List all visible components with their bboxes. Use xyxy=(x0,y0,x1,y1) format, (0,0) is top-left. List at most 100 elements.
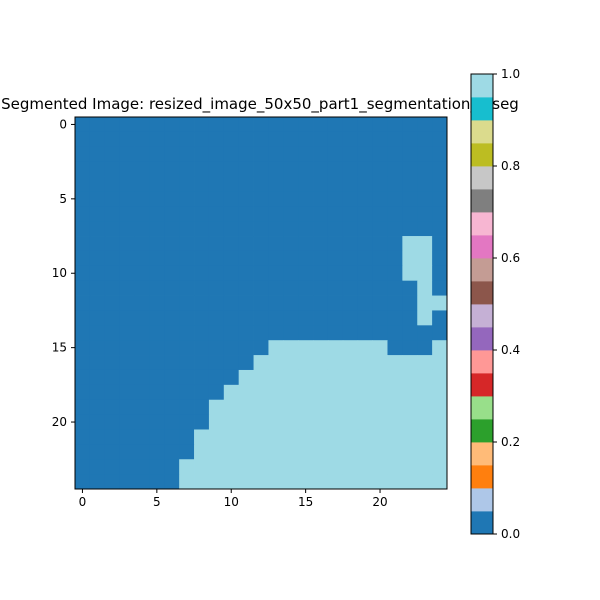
heatmap-cell xyxy=(104,280,121,296)
heatmap-cell xyxy=(134,369,150,386)
heatmap-cell xyxy=(283,280,299,296)
heatmap-cell xyxy=(313,280,329,296)
heatmap-cell xyxy=(283,369,299,386)
heatmap-cell xyxy=(208,444,225,460)
heatmap-cell xyxy=(104,176,121,192)
heatmap-cell xyxy=(298,221,314,237)
heatmap-cell xyxy=(283,206,299,222)
heatmap-cell xyxy=(387,161,403,177)
heatmap-cell xyxy=(89,429,106,445)
heatmap-cell xyxy=(268,191,284,207)
heatmap-cell xyxy=(208,384,225,401)
heatmap-cell xyxy=(387,355,403,371)
heatmap-cell xyxy=(89,340,106,356)
heatmap-cell xyxy=(179,295,195,311)
heatmap-cell xyxy=(253,325,269,341)
colorbar-segment xyxy=(471,166,493,190)
y-tick-label: 10 xyxy=(52,266,67,280)
heatmap-cell xyxy=(194,250,210,267)
heatmap-cell xyxy=(179,369,195,386)
heatmap-cell xyxy=(164,399,180,415)
heatmap-cell xyxy=(432,369,448,386)
heatmap-cell xyxy=(104,355,121,371)
heatmap-cell xyxy=(253,236,269,252)
heatmap-cell xyxy=(342,117,359,133)
heatmap-cell xyxy=(387,384,403,401)
heatmap-cell xyxy=(194,384,210,401)
heatmap-cell xyxy=(104,429,121,445)
x-axis-ticks: 0 5 10 15 20 xyxy=(79,489,388,509)
heatmap-cell xyxy=(149,459,165,475)
heatmap-cell xyxy=(402,310,418,326)
heatmap-cell xyxy=(313,414,329,430)
heatmap-cell xyxy=(208,176,225,192)
heatmap-cell xyxy=(75,355,91,371)
heatmap-cell xyxy=(119,325,135,341)
heatmap-cell xyxy=(357,444,373,460)
heatmap-cell xyxy=(298,414,314,430)
heatmap-cell xyxy=(238,236,254,252)
heatmap-cell xyxy=(238,369,254,386)
heatmap-cell xyxy=(134,176,150,192)
heatmap-cell xyxy=(253,340,269,356)
heatmap-cell xyxy=(327,369,344,386)
heatmap-cell xyxy=(238,414,254,430)
heatmap-cell xyxy=(327,236,344,252)
heatmap-cell xyxy=(268,355,284,371)
heatmap-cell xyxy=(387,340,403,356)
heatmap-cell xyxy=(327,414,344,430)
heatmap-cell xyxy=(298,236,314,252)
heatmap-cell xyxy=(179,221,195,237)
heatmap-cell xyxy=(357,161,373,177)
heatmap-cell xyxy=(238,399,254,415)
heatmap-cell xyxy=(283,131,299,148)
heatmap-cell xyxy=(327,459,344,475)
heatmap-cell xyxy=(417,444,433,460)
heatmap-cell xyxy=(283,474,299,490)
heatmap-cell xyxy=(283,310,299,326)
heatmap-cell xyxy=(134,459,150,475)
heatmap-cell xyxy=(327,221,344,237)
heatmap-cell xyxy=(298,474,314,490)
heatmap-cell xyxy=(268,131,284,148)
heatmap-cell xyxy=(194,310,210,326)
heatmap-cell xyxy=(149,176,165,192)
heatmap-cell xyxy=(253,369,269,386)
heatmap-cell xyxy=(104,325,121,341)
heatmap-cell xyxy=(268,236,284,252)
heatmap-cell xyxy=(342,236,359,252)
heatmap-cell xyxy=(313,295,329,311)
heatmap-cell xyxy=(313,369,329,386)
heatmap-cell xyxy=(372,474,388,490)
heatmap-cell xyxy=(268,176,284,192)
heatmap-cell xyxy=(283,459,299,475)
heatmap-cell xyxy=(179,117,195,133)
heatmap-cell xyxy=(298,444,314,460)
heatmap-cell xyxy=(283,191,299,207)
heatmap-cell xyxy=(372,414,388,430)
heatmap-cell xyxy=(208,459,225,475)
heatmap-cell xyxy=(357,295,373,311)
heatmap-cell xyxy=(357,355,373,371)
heatmap-cell xyxy=(149,117,165,133)
heatmap-cell xyxy=(223,250,240,267)
heatmap-cell xyxy=(432,459,448,475)
heatmap-cell xyxy=(402,399,418,415)
colorbar-tick-label: 0.6 xyxy=(501,251,520,265)
heatmap-cell xyxy=(179,355,195,371)
heatmap-cell xyxy=(208,399,225,415)
heatmap-cell xyxy=(327,474,344,490)
colorbar-segment xyxy=(471,419,493,443)
heatmap-cell xyxy=(417,280,433,296)
heatmap-cell xyxy=(194,236,210,252)
heatmap-cell xyxy=(194,131,210,148)
heatmap-cell xyxy=(89,399,106,415)
x-tick-label: 20 xyxy=(372,495,387,509)
heatmap-cell xyxy=(164,369,180,386)
heatmap-cell xyxy=(134,474,150,490)
heatmap-cell xyxy=(194,280,210,296)
heatmap-cell xyxy=(417,265,433,282)
heatmap-cell xyxy=(268,414,284,430)
x-tick-label: 10 xyxy=(224,495,239,509)
heatmap-cell xyxy=(372,340,388,356)
